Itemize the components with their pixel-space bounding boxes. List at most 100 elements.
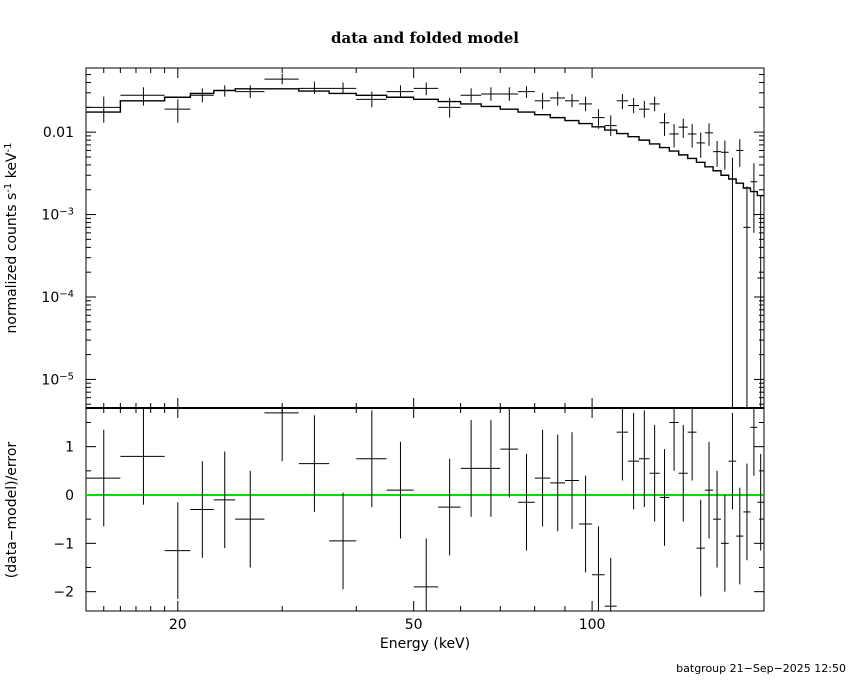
residual-point — [500, 408, 519, 498]
residual-point — [704, 441, 714, 539]
residual-point — [720, 495, 729, 592]
residual-point — [649, 424, 660, 522]
data-point — [164, 99, 191, 123]
upper-plot-frame — [85, 67, 765, 409]
data-point — [481, 87, 501, 101]
y-tick-label: 1 — [65, 440, 74, 456]
y-tick-label: −2 — [53, 585, 74, 601]
y-tick-label-base: 10 — [41, 290, 59, 306]
data-point — [649, 96, 660, 112]
residual-point — [678, 424, 688, 522]
y-tick-label: 10−5 — [41, 371, 74, 389]
upper-y-axis-label-sup: -1 — [3, 183, 14, 193]
data-point — [213, 85, 236, 97]
data-point — [564, 94, 579, 108]
data-point — [86, 96, 121, 123]
y-tick-label: −1 — [53, 536, 74, 552]
data-point — [604, 115, 617, 136]
residual-point — [438, 458, 461, 556]
residual-point — [86, 429, 121, 527]
residual-point — [628, 412, 640, 510]
lower-y-axis-label: (data−model)/error — [4, 442, 20, 579]
residual-point — [696, 499, 705, 597]
data-point — [736, 139, 744, 167]
data-point — [639, 100, 650, 118]
x-axis-label: Energy (keV) — [380, 636, 470, 652]
upper-y-axis-label-part: keV — [4, 152, 20, 183]
residual-point — [550, 434, 565, 532]
residual-point — [329, 492, 357, 590]
y-tick-label: 0 — [65, 488, 74, 504]
data-point — [678, 118, 688, 138]
upper-y-axis-label: normalized counts s-1 keV-1 — [3, 143, 21, 334]
data-point — [616, 94, 629, 110]
upper-y-axis-label-part: normalized counts s — [4, 193, 20, 334]
y-tick-label-exp: −5 — [59, 371, 74, 382]
residual-point — [481, 420, 501, 517]
data-point — [713, 141, 721, 167]
data-point — [628, 97, 640, 114]
chart-title: data and folded model — [331, 29, 519, 47]
residual-point — [736, 487, 744, 585]
data-point — [743, 186, 751, 408]
data-point — [438, 97, 461, 118]
data-point — [460, 88, 482, 103]
y-tick-label: 10−4 — [41, 288, 74, 306]
data-point — [235, 85, 265, 98]
residual-point — [564, 432, 579, 529]
residual-point — [743, 463, 751, 561]
residual-point — [460, 420, 482, 517]
residual-point — [750, 408, 758, 476]
residual-point — [728, 412, 737, 510]
data-point — [704, 123, 714, 146]
residual-point — [639, 410, 650, 508]
residual-point — [616, 408, 629, 481]
residual-point — [120, 408, 165, 505]
data-point — [413, 82, 439, 96]
residual-point — [213, 451, 236, 549]
residual-point — [534, 429, 551, 527]
upper-y-axis-label-sup: -1 — [3, 143, 14, 153]
data-point — [120, 87, 165, 106]
data-point — [356, 91, 387, 108]
data-point — [750, 163, 758, 233]
data-point — [696, 132, 705, 158]
data-point — [757, 195, 764, 408]
data-point — [592, 109, 605, 129]
residual-point — [604, 557, 617, 611]
data-point — [534, 92, 551, 110]
y-tick-label-text: 0.01 — [43, 125, 74, 141]
residual-point — [298, 415, 330, 512]
data-point — [190, 88, 214, 103]
y-tick-label: 10−3 — [41, 206, 74, 224]
data-point — [298, 81, 330, 95]
data-point — [264, 73, 299, 85]
residual-point — [687, 408, 697, 481]
lower-panel: 20 50 100 1 0 −1 −2 — [53, 407, 765, 633]
data-point — [329, 82, 357, 95]
y-tick-label-base: 10 — [41, 372, 59, 388]
data-point — [518, 86, 535, 98]
residual-point — [713, 470, 721, 568]
residual-point — [757, 453, 764, 551]
data-point — [500, 87, 519, 101]
data-point — [550, 91, 565, 106]
y-tick-label: 0.01 — [43, 125, 74, 141]
residual-point — [518, 453, 535, 551]
model-step-line — [86, 88, 764, 197]
residual-point — [235, 470, 265, 568]
residual-point — [190, 461, 214, 558]
data-point — [659, 113, 670, 136]
y-tick-label-base: 10 — [41, 208, 59, 224]
residual-point — [356, 410, 387, 508]
data-point — [687, 124, 697, 148]
residual-point — [669, 408, 679, 471]
residual-point — [413, 538, 439, 611]
residual-point — [264, 408, 299, 462]
residual-point — [659, 449, 670, 546]
data-point — [720, 140, 729, 170]
data-point — [728, 157, 737, 408]
data-point — [578, 96, 593, 112]
